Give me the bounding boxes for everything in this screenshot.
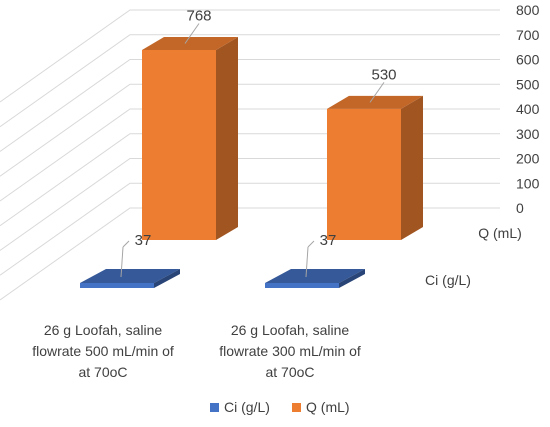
category-label: 26 g Loofah, saline (231, 322, 350, 338)
bar-q-front (327, 108, 401, 240)
data-label-leader (120, 246, 124, 278)
bar-ci-top (265, 269, 365, 283)
bar-q-front (142, 50, 216, 240)
series-axis-labels: Q (mL) Ci (g/L) (425, 225, 522, 288)
bar-ci-front (265, 283, 339, 288)
category-label: flowrate 500 mL/min of (32, 343, 174, 359)
bars (80, 37, 423, 288)
gridline (0, 83, 500, 177)
y-tick-label: 300 (516, 126, 540, 142)
data-label-ci: 37 (320, 232, 337, 249)
legend-label: Ci (g/L) (224, 399, 270, 415)
data-label-leader (307, 240, 315, 248)
series-axis-label-ci: Ci (g/L) (425, 272, 471, 288)
legend-swatch (292, 403, 301, 412)
gridline (0, 34, 500, 128)
y-tick-label: 0 (516, 200, 524, 216)
legend-label: Q (mL) (306, 399, 350, 415)
gridline (0, 59, 500, 152)
y-tick-label: 400 (516, 101, 540, 117)
bar-ci-top (80, 269, 180, 283)
bar-ci-side (154, 269, 180, 288)
data-label-ci: 37 (135, 232, 152, 249)
bar-q-side (401, 95, 423, 240)
data-label-leader (122, 240, 130, 248)
data-label-q: 530 (371, 66, 396, 83)
series-axis-label-q: Q (mL) (478, 225, 522, 241)
legend-swatch (210, 403, 219, 412)
bar-q-top (142, 37, 238, 50)
category-label: flowrate 300 mL/min of (219, 343, 361, 359)
data-label-leader (369, 82, 385, 103)
category-label: at 70oC (78, 364, 127, 380)
gridlines (0, 9, 500, 301)
data-label-leader (184, 23, 200, 44)
bar-q-side (216, 37, 238, 240)
data-label-q: 768 (186, 8, 211, 25)
y-tick-label: 600 (516, 52, 540, 68)
y-tick-label: 700 (516, 27, 540, 43)
legend: Ci (g/L) Q (mL) (210, 399, 350, 415)
data-labels: 768 530 37 37 (120, 8, 397, 278)
bar-q-top (327, 95, 423, 109)
category-label: at 70oC (265, 364, 314, 380)
y-tick-label: 200 (516, 151, 540, 167)
y-axis-ticks: 0 100 200 300 400 500 600 700 800 (516, 2, 540, 216)
category-label: 26 g Loofah, saline (44, 322, 163, 338)
category-labels: 26 g Loofah, saline flowrate 500 mL/min o… (32, 322, 361, 380)
bar-ci-front (80, 283, 154, 288)
data-label-leader (305, 246, 309, 278)
y-tick-label: 100 (516, 175, 540, 191)
gridline (0, 9, 500, 103)
bar-ci-side (339, 269, 365, 288)
y-tick-label: 800 (516, 2, 540, 18)
y-tick-label: 500 (516, 76, 540, 92)
